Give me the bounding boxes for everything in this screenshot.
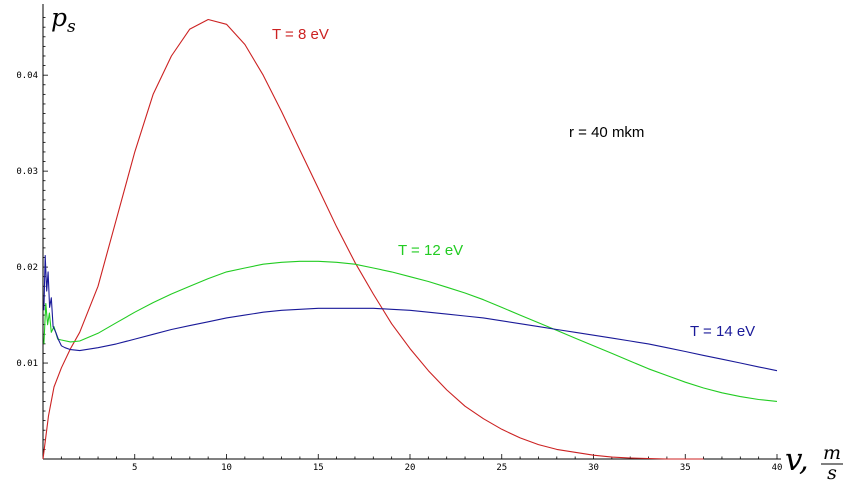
y-tick-label: 0.01 bbox=[16, 359, 38, 369]
x-axis-unit-denominator: s bbox=[827, 462, 837, 483]
x-tick-label: 15 bbox=[313, 463, 324, 473]
series-label-1: T = 8 eV bbox=[272, 26, 329, 43]
series-line-2 bbox=[43, 260, 778, 402]
series-layer bbox=[42, 18, 778, 460]
x-axis-unit-numerator: m bbox=[823, 442, 841, 464]
x-tick-label: 20 bbox=[405, 463, 416, 473]
x-tick-label: 25 bbox=[496, 463, 507, 473]
x-tick-label: 30 bbox=[588, 463, 599, 473]
y-axis-title: ps bbox=[51, 3, 76, 37]
axes: 5 10 15 20 25 30 35 40 0.01 0.02 0.03 0.04 bbox=[16, 4, 782, 473]
x-tick-label: 40 bbox=[772, 463, 783, 473]
x-tick-label: 10 bbox=[221, 463, 232, 473]
x-tick-label: 5 bbox=[132, 463, 137, 473]
series-label-2: T = 12 eV bbox=[398, 242, 463, 259]
x-tick-label: 35 bbox=[680, 463, 691, 473]
y-tick-label: 0.04 bbox=[16, 71, 38, 81]
y-tick-label: 0.03 bbox=[16, 167, 38, 177]
y-tick-label: 0.02 bbox=[16, 263, 38, 273]
series-line-3 bbox=[43, 255, 778, 372]
annotation-radius: r = 40 mkm bbox=[569, 124, 644, 141]
series-label-3: T = 14 eV bbox=[690, 323, 755, 340]
labels-layer: ps v, ms T = 8 eV T = 12 eV T = 14 eV r = 40 m… bbox=[51, 3, 843, 483]
x-axis-title-var: v, bbox=[785, 442, 809, 478]
series-line-1 bbox=[42, 18, 704, 460]
